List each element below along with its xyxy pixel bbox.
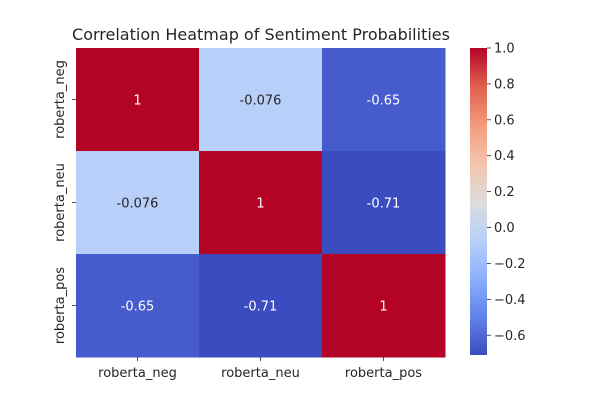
cell-value-label: -0.076	[240, 94, 282, 109]
colorbar-tick-label: 0.0	[494, 221, 515, 236]
colorbar-tick-label: 0.2	[494, 185, 515, 200]
colorbar-tick-label: 0.6	[494, 113, 515, 128]
heatmap-cells: 1 -0.076 -0.65 -0.076 1 -0.71 -0.65 -0.71 1	[76, 48, 446, 358]
y-tick-label: roberta_neg	[53, 60, 68, 139]
cell-value-label: 1	[133, 94, 141, 109]
cell-value-label: -0.71	[367, 197, 401, 212]
colorbar-tick-label: −0.6	[494, 329, 526, 344]
heatmap-cell-0-1	[199, 48, 323, 152]
cell-value-label: -0.65	[367, 94, 401, 109]
heatmap-cell-1-2	[322, 151, 446, 255]
y-tick-label: roberta_pos	[53, 267, 68, 344]
heatmap-cell-1-1	[199, 151, 323, 255]
colorbar-tick-label: −0.2	[494, 257, 526, 272]
colorbar-gradient	[470, 48, 487, 355]
colorbar-tick-label: 1.0	[494, 42, 515, 57]
heatmap-cell-2-2	[322, 254, 446, 358]
x-tick-label: roberta_neu	[221, 366, 300, 381]
cell-value-label: -0.076	[117, 197, 159, 212]
heatmap-cell-2-1	[199, 254, 323, 358]
x-tick-label: roberta_neg	[98, 366, 177, 381]
colorbar-tick-label: 0.4	[494, 149, 515, 164]
heatmap-cell-1-0	[76, 151, 200, 255]
cell-value-label: 1	[379, 300, 387, 315]
x-tick-label: roberta_pos	[345, 366, 422, 381]
colorbar-tick-label: −0.4	[494, 293, 526, 308]
cell-value-label: -0.71	[244, 300, 278, 315]
chart-title: Correlation Heatmap of Sentiment Probabi…	[72, 25, 450, 44]
heatmap-cell-0-2	[322, 48, 446, 152]
heatmap-cell-0-0	[76, 48, 200, 152]
colorbar: 1.0 0.8 0.6 0.4 0.2 0.0 −0.2 −0.4 −0.6	[470, 42, 526, 355]
heatmap-cell-2-0	[76, 254, 200, 358]
colorbar-tick-label: 0.8	[494, 77, 515, 92]
cell-value-label: 1	[256, 197, 264, 212]
cell-value-label: -0.65	[121, 300, 155, 315]
heatmap-axes: roberta_neg roberta_neu roberta_posroberta…	[53, 60, 422, 381]
y-tick-label: roberta_neu	[53, 163, 68, 242]
